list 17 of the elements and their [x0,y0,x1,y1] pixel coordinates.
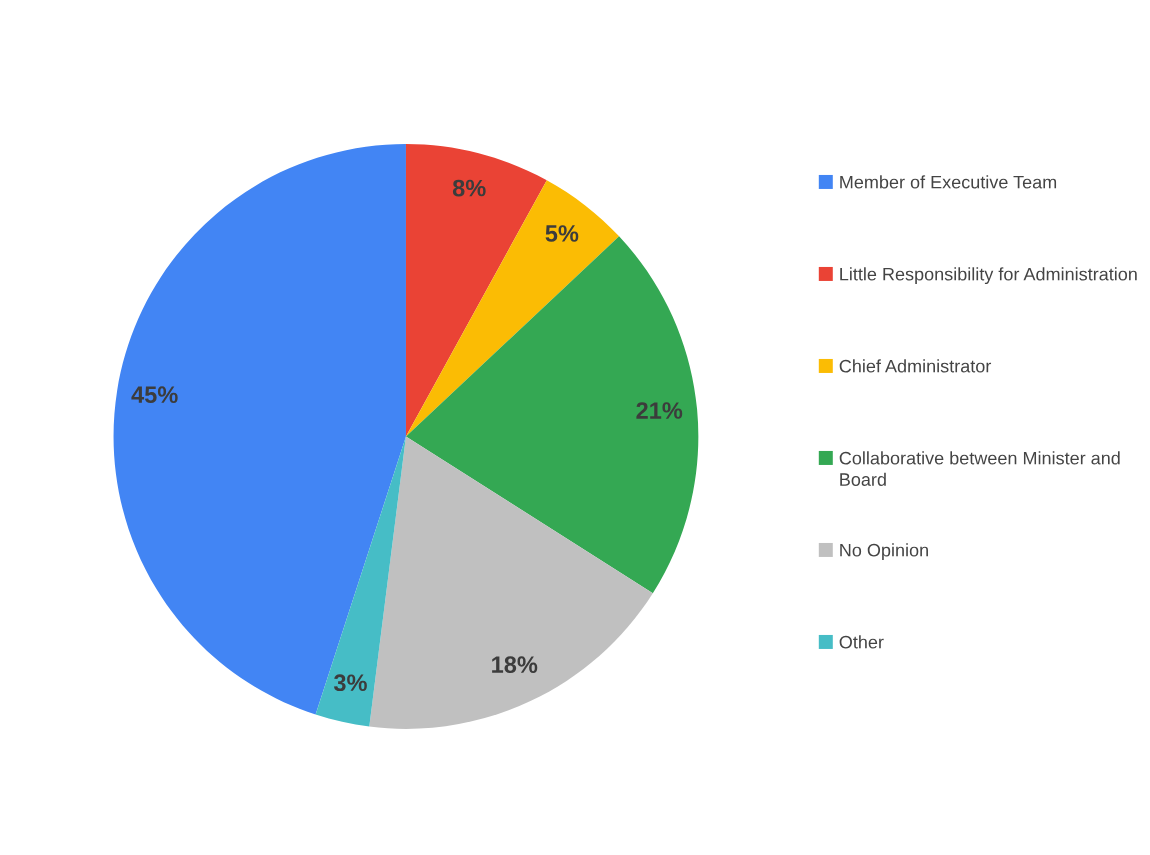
legend-label: Other [839,635,884,649]
legend-label: Member of Executive Team [840,175,1057,189]
pie-slice [405,180,620,437]
data-label: 8% [452,179,486,197]
data-label: 3% [333,674,367,692]
data-label: 18% [492,656,538,673]
pie-slice [113,144,406,715]
data-label: 21% [636,402,683,419]
data-label: 5% [545,225,579,242]
legend-label: Little Responsibility for Administration [840,267,1137,285]
pie-slice [405,144,547,437]
data-label: 45% [131,386,178,404]
legend-label: Chief Administrator [839,359,992,373]
legend-label: No Opinion [840,543,928,561]
pie-slice [315,436,406,727]
legend-label: Collaborative between Minister and Board [839,451,1120,486]
pie-slice [369,436,653,729]
